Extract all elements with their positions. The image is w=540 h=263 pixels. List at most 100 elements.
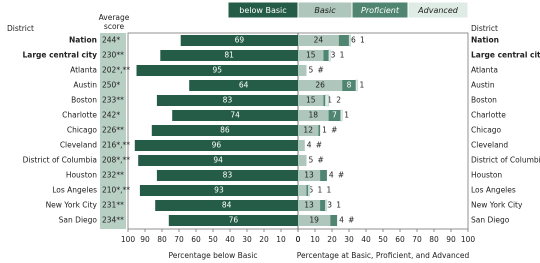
value-label: 81 — [224, 51, 234, 60]
district-label: Boston — [471, 96, 497, 105]
x-tick-label: 10 — [276, 235, 286, 244]
bar — [348, 34, 351, 47]
district-label: Cleveland — [60, 141, 97, 150]
x-tick-label: 100 — [461, 235, 476, 244]
score-label: 233** — [102, 96, 124, 105]
value-label: 96 — [212, 141, 222, 150]
bar — [298, 200, 321, 211]
x-tick-label: 70 — [412, 235, 422, 244]
value-label: 1 — [322, 126, 327, 135]
value-label: 19 — [309, 216, 319, 225]
value-label: # — [338, 171, 344, 180]
x-tick-label: 100 — [121, 235, 136, 244]
district-label: New York City — [471, 201, 523, 210]
bar — [168, 215, 298, 226]
bar — [172, 110, 298, 121]
bar — [298, 125, 319, 136]
bar — [320, 170, 327, 181]
bar — [306, 185, 309, 196]
x-tick-label: 20 — [259, 235, 269, 244]
value-label: 4 — [339, 216, 344, 225]
value-label: 1 — [360, 81, 365, 90]
value-label: 3 — [327, 201, 332, 210]
legend-label: Basic — [314, 6, 336, 15]
x-tick-label: 30 — [344, 235, 354, 244]
x-tick-label: 90 — [446, 235, 456, 244]
value-label: 1 — [344, 111, 349, 120]
x-tick-label: 60 — [191, 235, 201, 244]
bar — [320, 200, 326, 211]
score-label: 231** — [102, 201, 124, 210]
bar — [298, 110, 329, 121]
x-tick-label: 10 — [310, 235, 320, 244]
bar — [134, 140, 298, 151]
x-tick-label: 20 — [327, 235, 337, 244]
district-label: Charlotte — [62, 111, 97, 120]
value-label: 8 — [347, 81, 352, 90]
value-label: 64 — [239, 81, 249, 90]
district-label: Austin — [471, 81, 495, 90]
value-label: 1 — [336, 201, 341, 210]
district-label: Houston — [471, 171, 502, 180]
value-label: 95 — [212, 66, 222, 75]
district-label: Cleveland — [471, 141, 508, 150]
district-label: Los Angeles — [471, 186, 516, 195]
district-label: Boston — [71, 96, 97, 105]
value-label: 74 — [230, 111, 240, 120]
district-label: Chicago — [67, 126, 98, 135]
score-label: 244* — [102, 36, 120, 45]
value-label: 94 — [213, 156, 223, 165]
district-label: Austin — [73, 81, 97, 90]
district-label: San Diego — [471, 216, 510, 225]
x-tick-label: 90 — [140, 235, 150, 244]
bar — [342, 80, 356, 91]
x-tick-label: 50 — [208, 235, 218, 244]
district-label: San Diego — [59, 216, 98, 225]
x-tick-label: 40 — [361, 235, 371, 244]
x-tick-label: 30 — [242, 235, 252, 244]
value-label: 84 — [222, 201, 232, 210]
x-tick-label: 0 — [296, 235, 301, 244]
score-label: 216*,** — [102, 141, 130, 150]
x-tick-label: 70 — [174, 235, 184, 244]
legend-label: Advanced — [417, 6, 459, 15]
district-label: Nation — [471, 36, 499, 45]
value-label: 18 — [309, 111, 319, 120]
district-label: District of Columbia — [471, 156, 540, 165]
bar — [189, 80, 298, 91]
value-label: 83 — [223, 96, 233, 105]
legend-label: below Basic — [239, 6, 286, 15]
bar — [298, 35, 339, 46]
bar — [323, 95, 326, 106]
bar — [355, 79, 358, 92]
bar — [298, 50, 324, 61]
score-label: 226** — [102, 126, 124, 135]
bar — [325, 199, 328, 212]
value-label: 1 — [340, 51, 345, 60]
value-label: 1 — [318, 186, 323, 195]
district-label: Nation — [69, 36, 97, 45]
value-label: 5 — [309, 66, 314, 75]
bar — [139, 185, 298, 196]
bar — [156, 95, 298, 106]
bar — [136, 65, 298, 76]
value-label: 4 — [329, 171, 334, 180]
bar — [298, 155, 307, 166]
score-label: 208*,** — [102, 156, 130, 165]
value-label: 13 — [304, 201, 314, 210]
bar — [298, 65, 307, 76]
value-label: 7 — [332, 111, 337, 120]
bar — [155, 200, 298, 211]
x-tick-label: 0 — [296, 235, 301, 244]
district-label: New York City — [46, 201, 98, 210]
value-label: 5 — [309, 186, 314, 195]
value-label: 1 — [327, 186, 332, 195]
bar — [328, 49, 331, 62]
bar — [318, 125, 321, 136]
bar — [298, 170, 321, 181]
value-label: # — [331, 126, 337, 135]
value-label: 93 — [214, 186, 224, 195]
x-tick-label: 80 — [429, 235, 439, 244]
